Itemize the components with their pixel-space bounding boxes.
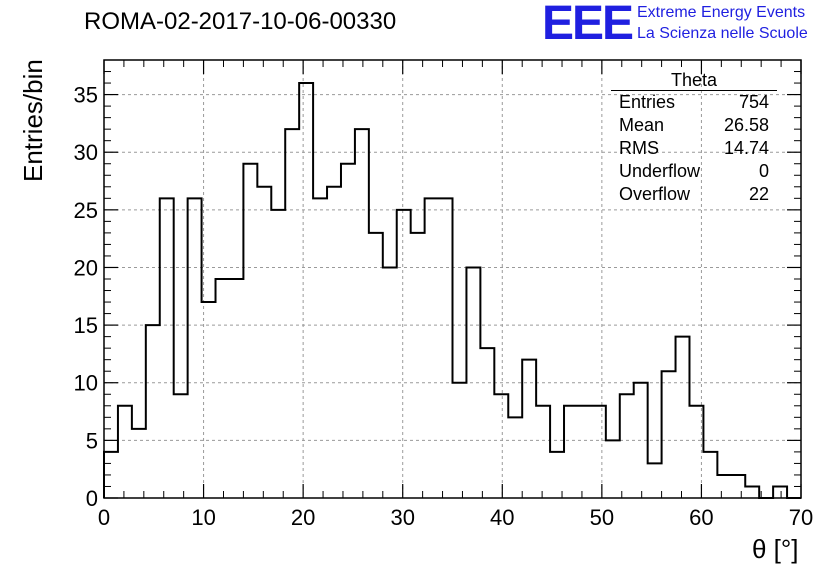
y-tick-label: 15 (74, 313, 98, 338)
histogram-bin (480, 348, 494, 498)
histogram-bin (662, 371, 676, 498)
histogram-bin (118, 406, 132, 498)
histogram-bin (229, 279, 243, 498)
y-tick-label: 20 (74, 255, 98, 280)
x-tick-label: 10 (191, 505, 215, 530)
stats-label: Entries (619, 92, 676, 112)
eee-logo-line-1: Extreme Energy Events (637, 4, 806, 21)
histogram-bin (606, 440, 620, 498)
histogram-bin (703, 452, 717, 498)
histogram-bin (717, 475, 731, 498)
histogram-bin (327, 187, 341, 498)
histogram-bin (648, 463, 662, 498)
x-tick-label: 40 (490, 505, 514, 530)
x-tick-label: 30 (390, 505, 414, 530)
histogram-bin (773, 486, 787, 498)
histogram-bin (466, 267, 480, 498)
stats-row-entries: Entries 754 (611, 91, 777, 114)
histogram-bin (620, 394, 634, 498)
stats-value: 22 (748, 184, 769, 204)
y-tick-label: 30 (74, 140, 98, 165)
histogram-bin (383, 267, 397, 498)
stats-row-underflow: Underflow 0 (611, 160, 777, 183)
histogram-bin (592, 406, 606, 498)
stats-value: 0 (758, 161, 769, 181)
histogram-bin (536, 406, 550, 498)
axes: 0 10 20 30 40 50 60 70 0 5 10 15 20 25 30 35 (74, 59, 813, 530)
histogram-bin (132, 429, 146, 498)
histogram-bin (439, 198, 453, 498)
histogram-bin (578, 406, 592, 498)
stats-label: RMS (619, 138, 659, 158)
histogram-bin (494, 394, 508, 498)
stats-value: 754 (738, 92, 769, 112)
y-tick-label: 10 (74, 371, 98, 396)
stats-value: 26.58 (723, 115, 769, 135)
histogram-bin (411, 233, 425, 498)
stats-box: Theta Entries 754 Mean 26.58 RMS 14.74 U… (611, 70, 777, 206)
histogram-bin (341, 164, 355, 498)
stats-label: Mean (619, 115, 665, 135)
stats-row-overflow: Overflow 22 (611, 183, 777, 206)
histogram-bin (676, 337, 690, 498)
x-tick-label: 60 (689, 505, 713, 530)
eee-logo-line-2: La Scienza nelle Scuole (637, 25, 808, 42)
histogram-bin (745, 486, 759, 498)
y-tick-label: 35 (74, 83, 98, 108)
histogram-bin (160, 198, 174, 498)
histogram-bin (313, 198, 327, 498)
y-tick-label: 5 (86, 428, 98, 453)
histogram-bin (257, 187, 271, 498)
histogram-bin (174, 394, 188, 498)
histogram-outline (103, 82, 801, 499)
histogram-bin (146, 325, 160, 498)
histogram-bin (508, 417, 522, 498)
y-tick-label: 25 (74, 198, 98, 223)
eee-logo: EEE (542, 0, 634, 50)
run-title: ROMA-02-2017-10-06-00330 (84, 8, 397, 35)
histogram-bin (243, 164, 257, 498)
stats-label: Overflow (619, 184, 691, 204)
stats-row-mean: Mean 26.58 (611, 114, 777, 137)
histogram-bin (397, 210, 411, 498)
x-tick-label: 50 (590, 505, 614, 530)
histogram-bin (216, 279, 230, 498)
histogram-bin (564, 406, 578, 498)
histogram-series (103, 82, 801, 499)
histogram-bin (355, 129, 369, 498)
x-tick-label: 20 (291, 505, 315, 530)
histogram-bin (285, 129, 299, 498)
stats-row-rms: RMS 14.74 (611, 137, 777, 160)
histogram-bin (522, 360, 536, 498)
histogram-bin (299, 83, 313, 498)
y-tick-label: 0 (86, 486, 98, 511)
histogram-bin (731, 475, 745, 498)
x-tick-label: 70 (789, 505, 813, 530)
stats-value: 14.74 (723, 138, 769, 158)
histogram-bin (202, 302, 216, 498)
x-tick-label: 0 (98, 505, 110, 530)
histogram-bin (453, 383, 467, 498)
histogram-bin (634, 383, 648, 498)
histogram-bin (271, 210, 285, 498)
stats-title: Theta (611, 70, 777, 91)
histogram-bin (188, 198, 202, 498)
histogram-bin (369, 233, 383, 498)
stats-label: Underflow (619, 161, 701, 181)
y-axis-label: Entries/bin (18, 59, 48, 182)
histogram-bin (425, 198, 439, 498)
x-axis-label: θ [°] (752, 534, 799, 564)
